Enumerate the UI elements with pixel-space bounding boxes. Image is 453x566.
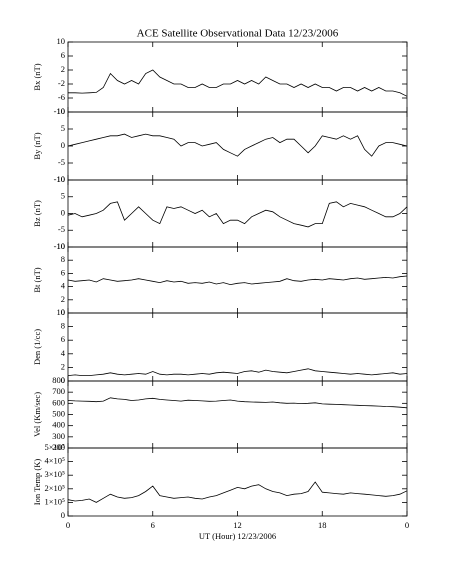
y-tick-label: 5 [61, 191, 65, 201]
y-tick-label: 6 [61, 267, 65, 277]
y-tick-label: 6 [61, 334, 65, 344]
x-tick-label: 6 [151, 520, 155, 530]
panel-frame [67, 179, 408, 248]
y-tick-label: 5 [61, 123, 65, 133]
y-tick-label: 2 [61, 361, 65, 371]
data-line [67, 368, 408, 376]
y-axis-label: By (nT) [32, 132, 42, 159]
y-tick-label: 10 [57, 36, 66, 46]
y-tick-label: 2×10⁵ [44, 483, 65, 493]
data-line [67, 133, 408, 157]
data-line [67, 481, 408, 503]
panel-frame [67, 111, 408, 181]
y-tick-label: 4×10⁵ [44, 456, 65, 466]
y-tick-label: -10 [54, 106, 65, 116]
y-tick-label: 3×10⁵ [44, 469, 65, 479]
y-tick-label: 0 [61, 140, 65, 150]
y-tick-label: 200 [52, 442, 65, 452]
y-tick-label: 1×10⁵ [44, 496, 65, 506]
x-tick-label: 18 [318, 520, 327, 530]
y-tick-label: 300 [52, 431, 65, 441]
panel-frame [67, 380, 408, 449]
y-tick-label: -10 [54, 174, 65, 184]
panel-frame [67, 41, 408, 113]
y-tick-label: 700 [52, 386, 65, 396]
y-axis-label: Bx (nT) [32, 63, 42, 90]
data-line [67, 201, 408, 228]
data-line [67, 275, 408, 286]
y-tick-label: 4 [61, 348, 66, 358]
panel-frame [67, 312, 408, 382]
y-axis-label: Bt (nT) [32, 267, 42, 292]
y-tick-label: 10 [57, 307, 66, 317]
panel-frame [67, 447, 408, 517]
y-tick-label: 10 [57, 174, 66, 184]
y-tick-label: -5 [58, 224, 65, 234]
y-tick-label: 4 [61, 281, 66, 291]
y-tick-label: 600 [52, 397, 65, 407]
y-tick-label: 400 [52, 420, 65, 430]
x-tick-label: 0 [66, 520, 70, 530]
y-tick-label: 0 [61, 307, 65, 317]
y-tick-label: 2 [61, 294, 65, 304]
y-tick-label: -5 [58, 157, 65, 167]
y-axis-label: Den (1/cc) [32, 329, 42, 365]
y-tick-label: 800 [52, 375, 65, 385]
y-tick-label: -6 [58, 92, 65, 102]
chart-title: ACE Satellite Observational Data 12/23/2… [137, 28, 339, 40]
y-tick-label: -10 [54, 241, 65, 251]
y-tick-label: 0 [61, 375, 65, 385]
panel-frame [67, 246, 408, 314]
y-axis-label: Ion Temp (K) [32, 459, 42, 506]
y-tick-label: 10 [57, 241, 66, 251]
y-tick-label: 6 [61, 50, 65, 60]
y-axis-label: Bz (nT) [32, 200, 42, 227]
x-tick-label: 0 [405, 520, 409, 530]
x-tick-label: 12 [233, 520, 242, 530]
data-line [68, 69, 408, 97]
y-tick-label: 2 [61, 64, 65, 74]
y-tick-label: 10 [57, 106, 66, 116]
y-tick-label: 0 [61, 207, 65, 217]
y-tick-label: 500 [52, 408, 65, 418]
data-line [67, 397, 408, 409]
x-axis-label: UT (Hour) 12/23/2006 [199, 531, 276, 541]
y-tick-label: 0 [61, 510, 65, 520]
y-tick-label: 8 [61, 321, 65, 331]
y-axis-label: Vel (Km/sec) [32, 392, 42, 437]
y-tick-label: 5×10⁵ [44, 442, 65, 452]
y-tick-label: -2 [58, 78, 65, 88]
y-tick-label: 8 [61, 254, 65, 264]
